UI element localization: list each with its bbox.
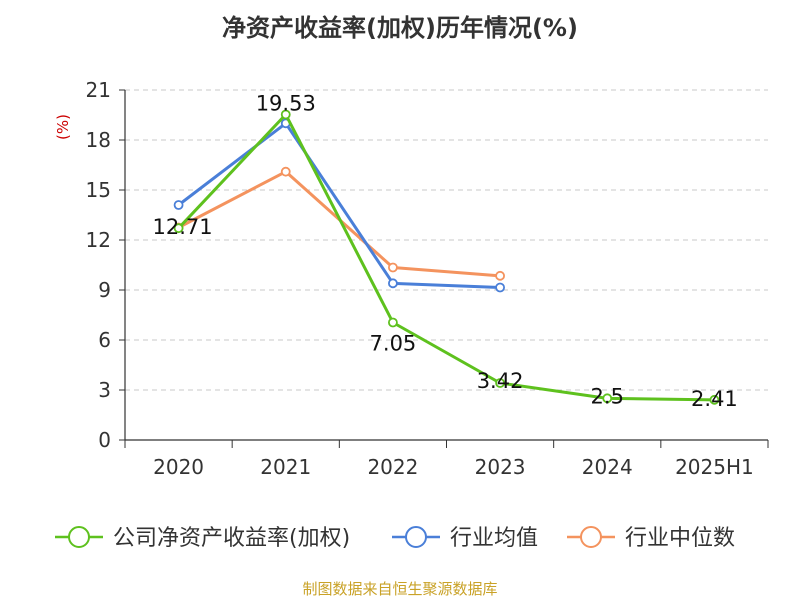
data-label: 7.05 bbox=[370, 332, 417, 356]
series-line bbox=[177, 113, 715, 402]
y-tick-label: 9 bbox=[98, 278, 111, 302]
chart-title: 净资产收益率(加权)历年情况(%) bbox=[222, 14, 578, 42]
series-0 bbox=[173, 109, 720, 405]
y-axis-label: (%) bbox=[54, 114, 72, 140]
axes: 0 3 6 9 12 15 18 21 2020 2021 2022 2023 2024 2025H1 bbox=[86, 78, 769, 479]
data-point bbox=[280, 109, 291, 120]
data-point bbox=[495, 378, 505, 388]
y-tick-label: 3 bbox=[98, 378, 111, 402]
legend-label: 行业均值 bbox=[450, 526, 538, 551]
data-label: 19.53 bbox=[256, 92, 316, 116]
data-point bbox=[388, 278, 398, 289]
legend-item[interactable]: 行业中位数 bbox=[567, 526, 735, 551]
series-line bbox=[177, 170, 501, 278]
legend[interactable]: 公司净资产收益率(加权) 行业均值 行业中位数 bbox=[55, 526, 735, 551]
source-note: 制图数据来自恒生聚源数据库 bbox=[302, 580, 498, 598]
data-label: 2.5 bbox=[591, 384, 624, 408]
y-tick-label: 12 bbox=[86, 228, 111, 252]
legend-swatch-marker bbox=[580, 526, 602, 548]
y-tick-label: 0 bbox=[98, 428, 111, 452]
data-point bbox=[602, 393, 613, 404]
legend-swatch-marker bbox=[405, 526, 427, 548]
data-point bbox=[388, 317, 398, 328]
legend-item[interactable]: 公司净资产收益率(加权) bbox=[55, 526, 350, 551]
x-tick-label: 2024 bbox=[582, 455, 633, 479]
y-tick-label: 6 bbox=[98, 328, 111, 352]
data-point bbox=[280, 166, 291, 177]
legend-label: 公司净资产收益率(加权) bbox=[113, 526, 350, 551]
data-label: 3.42 bbox=[477, 369, 524, 393]
series-line bbox=[177, 121, 501, 289]
data-label: 2.41 bbox=[691, 387, 738, 411]
legend-item[interactable]: 行业均值 bbox=[392, 526, 538, 551]
legend-swatch-marker bbox=[68, 526, 90, 548]
data-label: 12.71 bbox=[153, 215, 213, 239]
x-tick-label: 2021 bbox=[260, 455, 311, 479]
y-tick-label: 15 bbox=[86, 178, 111, 202]
data-point bbox=[173, 223, 184, 234]
series-lines bbox=[173, 109, 720, 405]
data-point bbox=[495, 270, 505, 281]
x-tick-label: 2023 bbox=[475, 455, 526, 479]
x-tick-label: 2025H1 bbox=[675, 455, 754, 479]
data-point bbox=[709, 394, 720, 405]
data-point bbox=[173, 200, 184, 210]
series-2 bbox=[173, 166, 505, 281]
legend-label: 行业中位数 bbox=[625, 526, 735, 551]
y-tick-label: 18 bbox=[86, 128, 111, 152]
data-point bbox=[495, 282, 505, 293]
data-point bbox=[388, 262, 398, 273]
grid-lines bbox=[125, 89, 768, 391]
x-tick-label: 2020 bbox=[153, 455, 204, 479]
x-tick-label: 2022 bbox=[367, 455, 418, 479]
y-tick-label: 21 bbox=[86, 78, 111, 102]
data-labels: 12.71 19.53 7.05 3.42 2.5 2.41 bbox=[153, 92, 738, 411]
